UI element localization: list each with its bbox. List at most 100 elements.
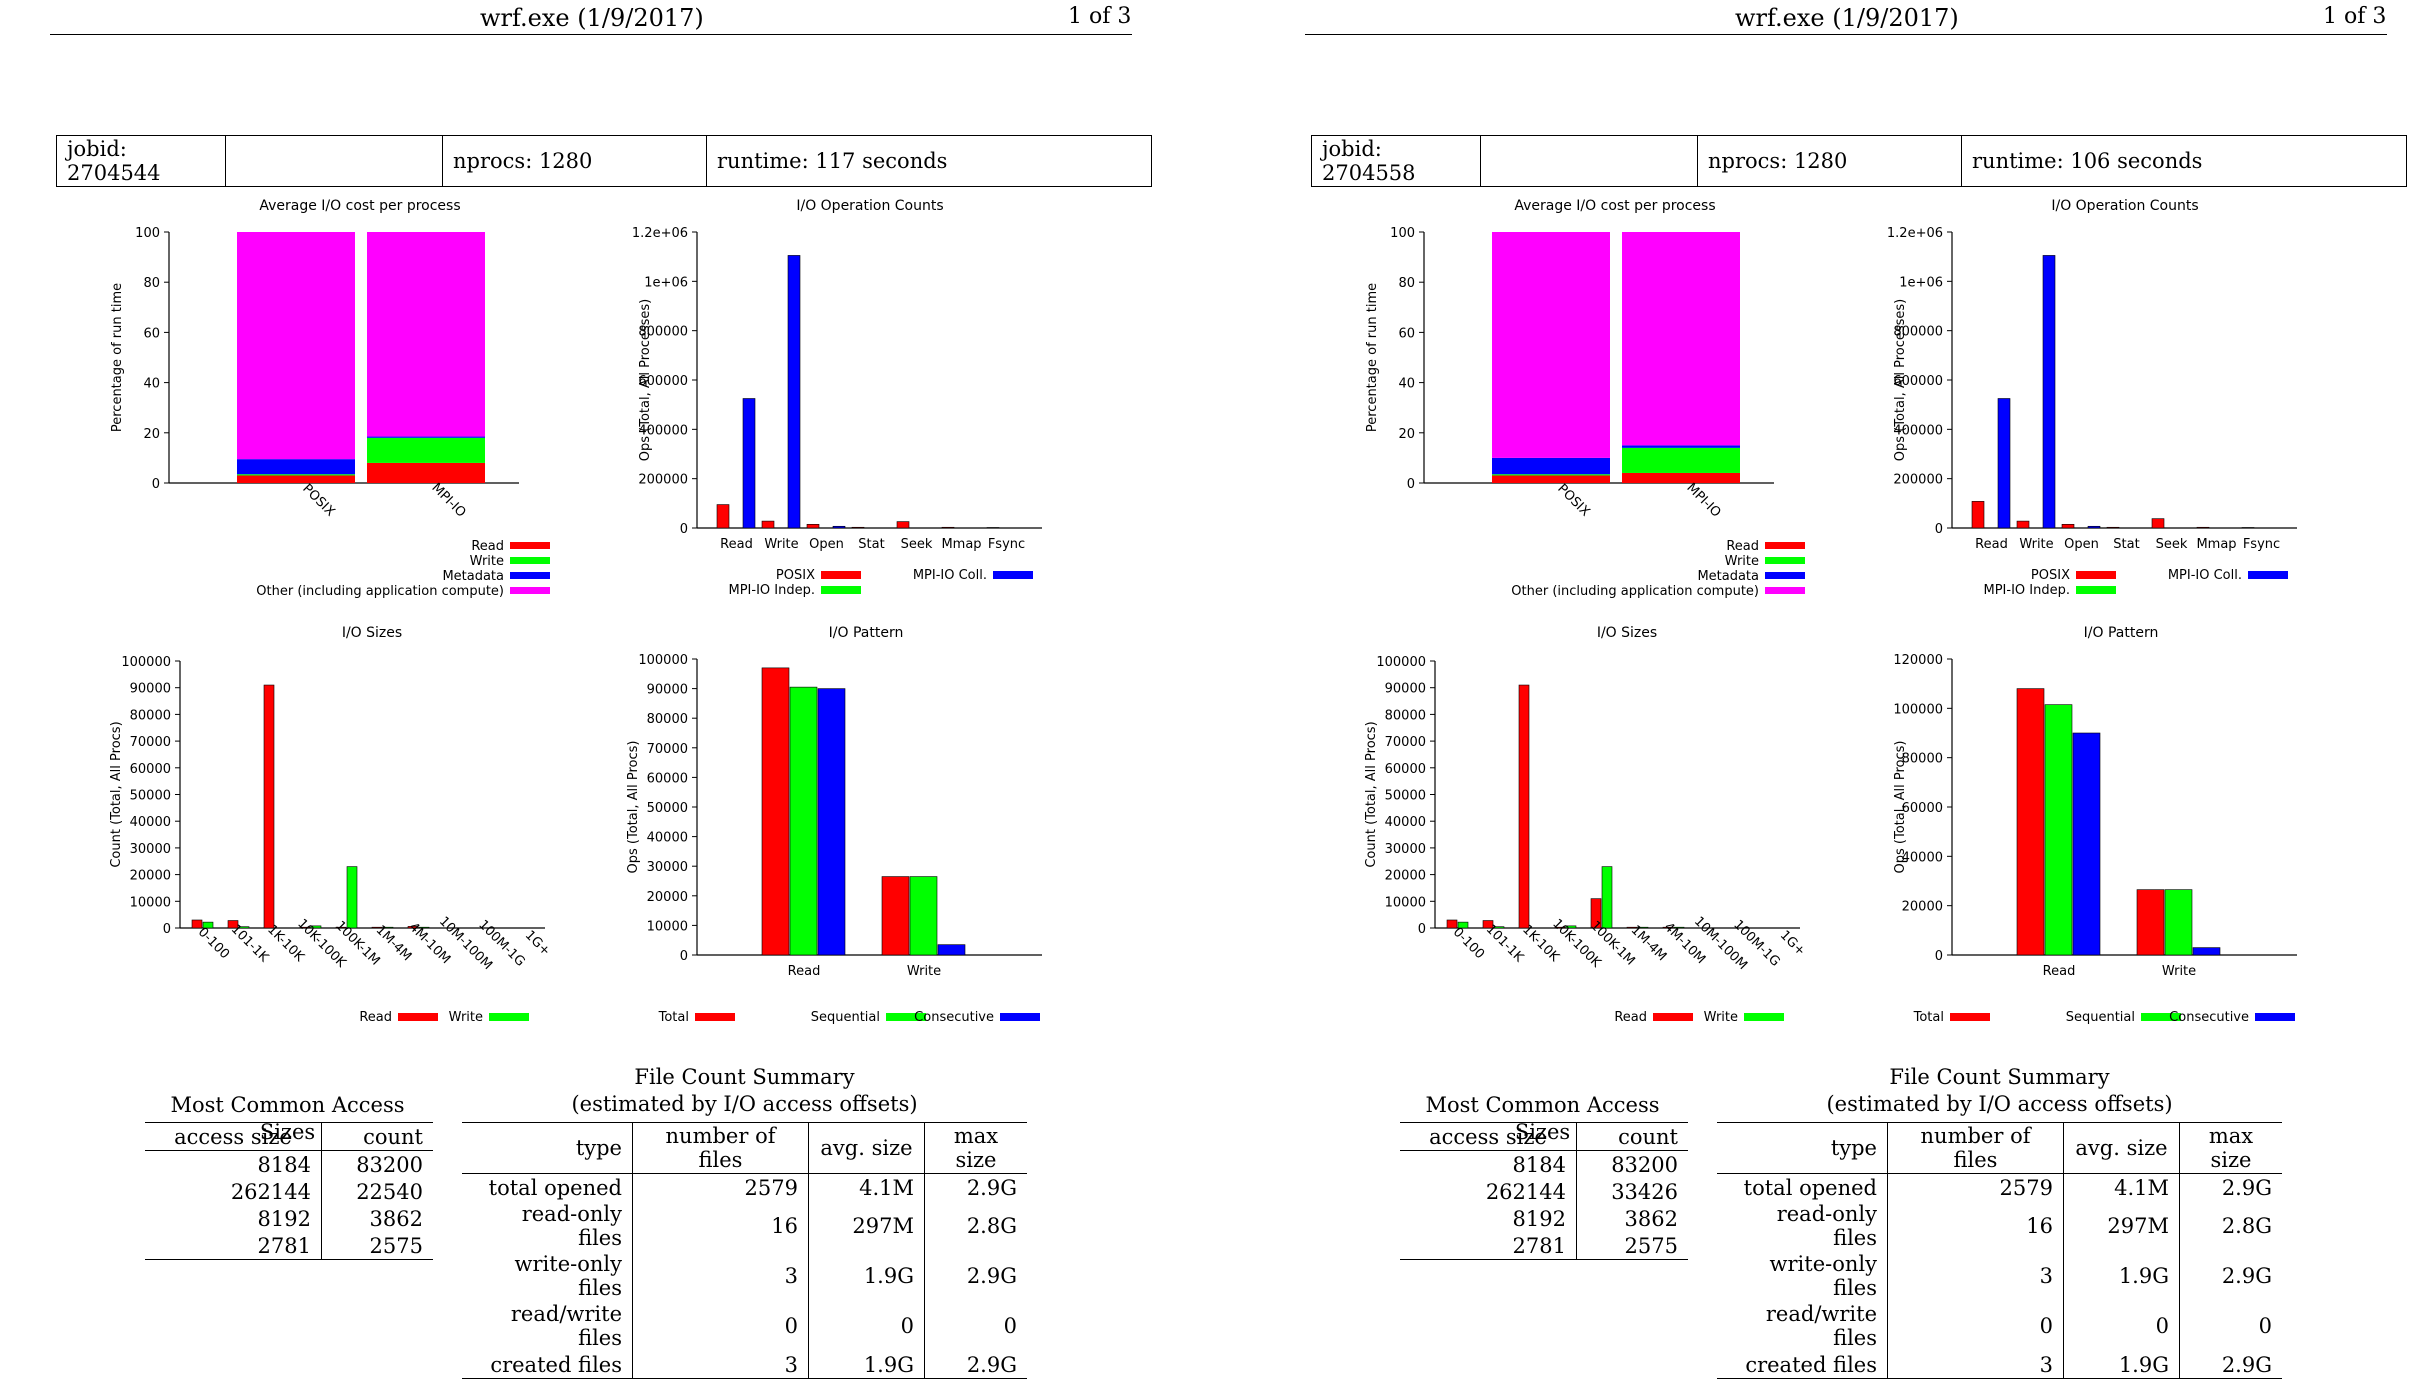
x-tick-label: Open xyxy=(809,537,844,552)
y-tick-label: 10000 xyxy=(1385,895,1426,910)
x-tick-label: Fsync xyxy=(2243,537,2280,552)
legend-swatch xyxy=(821,586,861,594)
y-tick-label: 100000 xyxy=(121,655,171,670)
y-tick-label: 100000 xyxy=(1893,702,1943,717)
y-tick-label: 80000 xyxy=(647,712,688,727)
legend-label: MPI-IO Coll. xyxy=(913,568,987,583)
avg-size-header: avg. size xyxy=(2064,1123,2180,1174)
legend-label: MPI-IO Indep. xyxy=(729,583,816,598)
y-tick-label: 0 xyxy=(1407,477,1415,492)
y-tick-label: 40000 xyxy=(130,815,171,830)
legend-label: Write xyxy=(470,554,504,569)
bar-consecutive xyxy=(938,945,965,955)
y-tick-label: 200000 xyxy=(1893,473,1943,488)
bar-posix xyxy=(852,527,864,528)
bar-write xyxy=(1622,448,1740,473)
legend-swatch xyxy=(1744,1013,1784,1021)
chart: I/O Sizes0100002000030000400005000060000… xyxy=(1364,625,1808,1025)
bar-metadata xyxy=(367,437,485,438)
y-tick-label: 1e+06 xyxy=(644,275,688,290)
number-of-files-header: number of files xyxy=(1888,1123,2064,1174)
y-tick-label: 40000 xyxy=(1385,815,1426,830)
bar-posix xyxy=(1972,501,1984,528)
y-tick-label: 1.2e+06 xyxy=(1887,226,1943,241)
x-tick-label: MPI-IO xyxy=(1683,480,1723,520)
x-tick-label: 1G+ xyxy=(522,928,553,959)
legend-label: Sequential xyxy=(2066,1010,2135,1025)
legend-swatch xyxy=(489,1013,529,1021)
bar-posix xyxy=(2017,521,2029,528)
y-tick-label: 80 xyxy=(1398,276,1415,291)
x-tick-label: Read xyxy=(788,964,821,979)
bar-write xyxy=(367,438,485,463)
y-tick-label: 20000 xyxy=(1902,900,1943,915)
bar-write xyxy=(1492,474,1610,475)
bar-other xyxy=(237,232,355,459)
y-tick-label: 60 xyxy=(1398,326,1415,341)
legend-swatch xyxy=(1765,572,1805,579)
chart-title: I/O Pattern xyxy=(829,625,904,641)
y-tick-label: 70000 xyxy=(1385,735,1426,750)
bar-read xyxy=(1622,473,1740,483)
x-tick-label: Open xyxy=(2064,537,2099,552)
y-tick-label: 10000 xyxy=(647,919,688,934)
x-tick-label: 1G+ xyxy=(1777,928,1808,959)
legend-swatch xyxy=(1000,1013,1040,1021)
y-tick-label: 90000 xyxy=(130,682,171,697)
legend-label: Total xyxy=(1913,1010,1944,1025)
legend-label: POSIX xyxy=(776,568,815,583)
bar-posix xyxy=(942,527,954,528)
y-tick-label: 60000 xyxy=(1385,762,1426,777)
bar-posix xyxy=(2062,524,2074,528)
legend-label: Total xyxy=(658,1010,689,1025)
bar-read xyxy=(1447,920,1457,928)
x-tick-label: POSIX xyxy=(299,481,337,519)
chart: I/O Pattern02000040000600008000010000012… xyxy=(1893,625,2297,1025)
bar-other xyxy=(367,232,485,437)
type-header: type xyxy=(1717,1123,1888,1174)
bar-write xyxy=(237,474,355,475)
chart: I/O Operation Counts02000004000006000008… xyxy=(632,198,1042,598)
x-tick-label: Fsync xyxy=(988,537,1025,552)
bar-posix xyxy=(2107,527,2119,528)
y-tick-label: 80000 xyxy=(1385,708,1426,723)
bar-mpiio xyxy=(1998,399,2010,529)
access-size-header: access size xyxy=(145,1123,321,1151)
legend-label: Consecutive xyxy=(914,1010,994,1025)
x-tick-label: Read xyxy=(720,537,753,552)
legend-label: MPI-IO Coll. xyxy=(2168,568,2242,583)
bar-read xyxy=(1492,475,1610,483)
bar-sequential xyxy=(790,687,817,955)
bar-consecutive xyxy=(2073,733,2100,955)
count-header: count xyxy=(321,1123,433,1151)
file-count-table: type number of files avg. size max size … xyxy=(462,1122,1027,1379)
y-tick-label: 100 xyxy=(135,226,160,241)
x-tick-label: MPI-IO xyxy=(428,480,468,520)
y-tick-label: 100 xyxy=(1390,226,1415,241)
report-page-left: wrf.exe (1/9/2017) 1 of 3 jobid: 2704544… xyxy=(0,0,1207,1348)
x-tick-label: Stat xyxy=(858,537,884,552)
bar-posix xyxy=(717,505,729,528)
y-axis-label: Ops (Total, All Procs) xyxy=(1893,741,1908,874)
bar-mpiio xyxy=(833,526,845,528)
chart: Average I/O cost per process020406080100… xyxy=(110,198,550,599)
bar-metadata xyxy=(1492,458,1610,474)
bar-total xyxy=(2137,890,2164,955)
y-axis-label: Ops (Total, All Procs) xyxy=(626,741,641,874)
bar-consecutive xyxy=(2193,948,2220,955)
legend-label: Other (including application compute) xyxy=(1511,584,1759,599)
legend-swatch xyxy=(398,1013,438,1021)
type-header: type xyxy=(462,1123,633,1174)
legend-label: Write xyxy=(1725,554,1759,569)
y-tick-label: 50000 xyxy=(130,789,171,804)
bar-posix xyxy=(762,521,774,528)
legend-label: Read xyxy=(471,539,504,554)
y-tick-label: 80 xyxy=(143,276,160,291)
legend-swatch xyxy=(510,542,550,549)
